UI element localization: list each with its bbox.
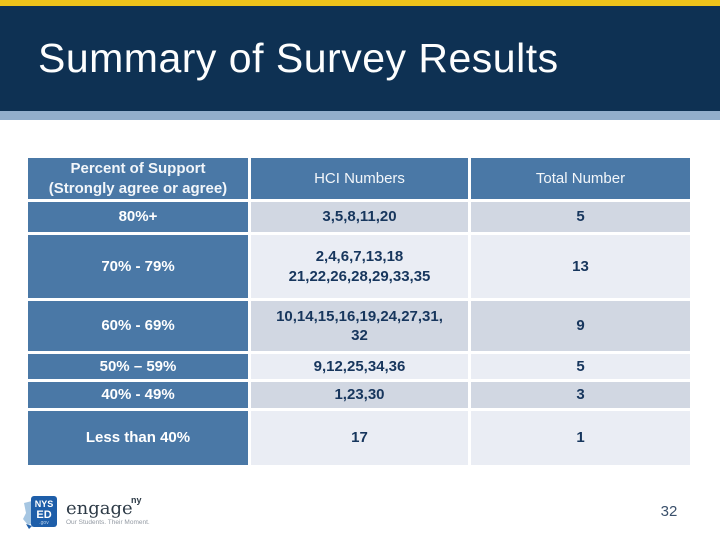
column-header-total-number: Total Number [471, 158, 690, 199]
hci-numbers-cell: 17 [251, 411, 468, 465]
support-range-cell: Less than 40% [28, 411, 248, 465]
hci-numbers-cell: 9,12,25,34,36 [251, 354, 468, 379]
support-range-cell: 70% - 79% [28, 235, 248, 298]
page-title: Summary of Survey Results [38, 35, 559, 81]
title-bar: Summary of Survey Results [0, 6, 720, 111]
engage-wordmark: engage [66, 498, 133, 519]
hci-numbers-cell: 1,23,30 [251, 382, 468, 408]
total-number-cell: 13 [471, 235, 690, 298]
nysed-gov-text: .gov [39, 520, 49, 526]
nysed-ed-text: ED [36, 509, 51, 521]
total-number-cell: 1 [471, 411, 690, 465]
nysed-nys-text: NYS [35, 499, 54, 509]
total-number-cell: 3 [471, 382, 690, 408]
engage-ny-superscript: ny [131, 495, 142, 505]
column-header-hci-numbers: HCI Numbers [251, 158, 468, 199]
hci-numbers-cell: 2,4,6,7,13,18 21,22,26,28,29,33,35 [251, 235, 468, 298]
support-range-cell: 50% – 59% [28, 354, 248, 379]
column-header-percent-support: Percent of Support (Strongly agree or ag… [28, 158, 248, 199]
top-accent-bar [0, 0, 720, 6]
support-range-cell: 40% - 49% [28, 382, 248, 408]
total-number-cell: 5 [471, 354, 690, 379]
logo-tagline: Our Students. Their Moment. [66, 519, 150, 526]
hci-numbers-cell: 3,5,8,11,20 [251, 202, 468, 232]
page-number: 32 [660, 503, 678, 520]
total-number-cell: 9 [471, 301, 690, 351]
hci-numbers-cell: 10,14,15,16,19,24,27,31, 32 [251, 301, 468, 351]
nysed-square-icon [31, 496, 57, 527]
support-range-cell: 60% - 69% [28, 301, 248, 351]
survey-results-table: Percent of Support (Strongly agree or ag… [28, 158, 690, 465]
total-number-cell: 5 [471, 202, 690, 232]
engageny-logo-graphic: NYS ED .gov engage ny Our Students. Thei… [23, 495, 150, 529]
pen-swoosh-icon [26, 524, 32, 529]
support-range-cell: 80%+ [28, 202, 248, 232]
header-underline-bar [0, 111, 720, 120]
engageny-logo: NYS ED .gov engage ny Our Students. Thei… [22, 489, 162, 535]
